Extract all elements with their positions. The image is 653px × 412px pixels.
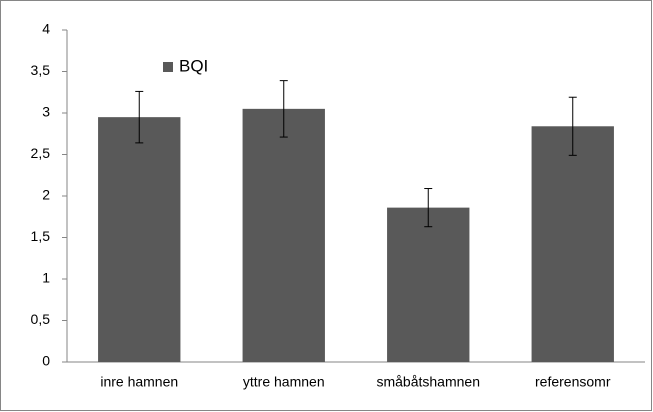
x-tick-label: yttre hamnen: [243, 374, 325, 390]
y-tick-label: 3: [42, 104, 50, 120]
legend-swatch: [163, 62, 173, 72]
y-tick-label: 2: [42, 187, 50, 203]
y-tick-label: 1,5: [31, 228, 51, 244]
y-tick-label: 3,5: [31, 62, 51, 78]
y-tick-label: 2,5: [31, 145, 51, 161]
bar: [242, 108, 325, 362]
legend-label: BQI: [179, 56, 208, 75]
x-tick-label: inre hamnen: [100, 374, 178, 390]
bar: [387, 207, 470, 362]
x-tick-label: referensomr: [535, 374, 611, 390]
x-tick-label: småbåtshamnen: [376, 374, 480, 390]
y-tick-label: 1: [42, 270, 50, 286]
y-tick-label: 4: [42, 21, 50, 37]
error-bar: [279, 80, 288, 138]
bar: [531, 126, 614, 362]
y-tick-label: 0: [42, 353, 50, 369]
y-tick-label: 0,5: [31, 311, 51, 327]
error-bar: [568, 96, 577, 156]
bar: [98, 117, 181, 363]
error-bar: [424, 188, 433, 228]
error-bar: [135, 90, 144, 144]
